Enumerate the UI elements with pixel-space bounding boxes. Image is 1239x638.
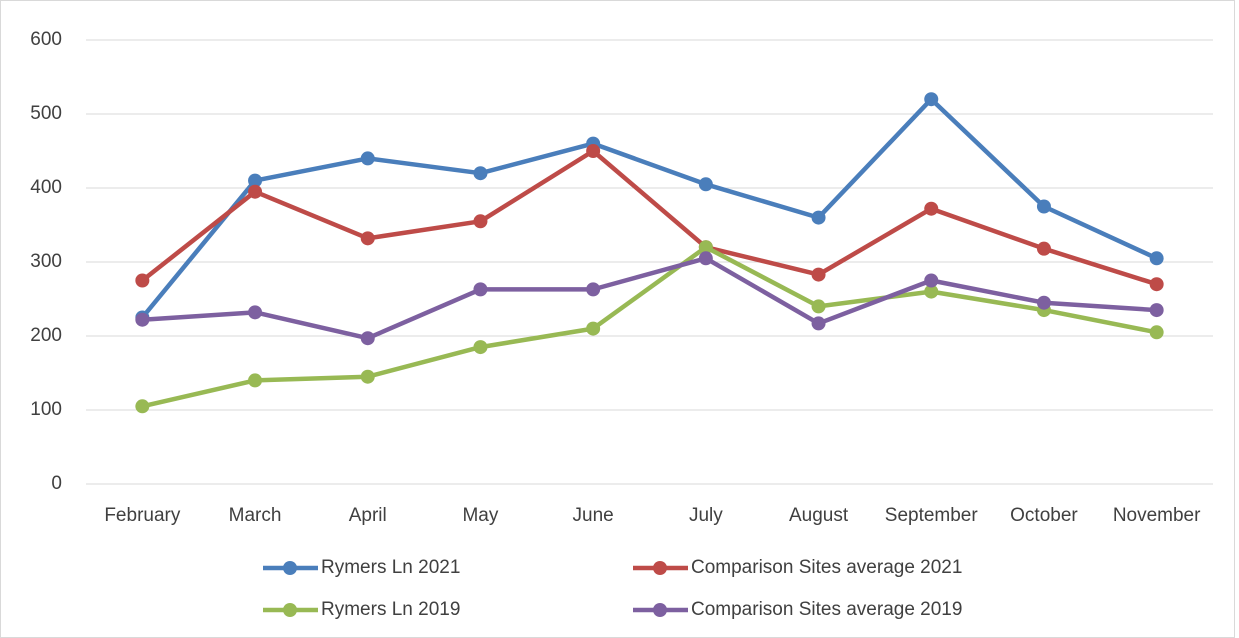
data-point bbox=[248, 373, 263, 388]
data-point bbox=[360, 151, 375, 166]
data-point bbox=[473, 282, 488, 297]
legend-marker bbox=[283, 603, 297, 617]
data-point bbox=[135, 273, 150, 288]
y-tick-label: 100 bbox=[30, 399, 62, 420]
y-tick-label: 0 bbox=[51, 473, 62, 494]
data-point bbox=[586, 282, 601, 297]
series-line bbox=[142, 256, 1157, 341]
data-point bbox=[586, 321, 601, 336]
data-point bbox=[698, 177, 713, 192]
data-point bbox=[135, 312, 150, 327]
data-point bbox=[924, 201, 939, 216]
legend-marker bbox=[653, 561, 667, 575]
data-point bbox=[1036, 295, 1051, 310]
data-point bbox=[473, 166, 488, 181]
legend-marker bbox=[283, 561, 297, 575]
x-tick-label: October bbox=[1010, 505, 1078, 526]
data-point bbox=[698, 251, 713, 266]
data-point bbox=[924, 273, 939, 288]
data-point bbox=[1149, 303, 1164, 318]
data-point bbox=[1036, 199, 1051, 214]
data-point bbox=[811, 299, 826, 314]
data-point bbox=[811, 316, 826, 331]
x-tick-label: November bbox=[1113, 505, 1201, 526]
data-point bbox=[924, 284, 939, 299]
legend-label: Comparison Sites average 2019 bbox=[691, 599, 962, 620]
data-point bbox=[360, 331, 375, 346]
legend-label: Rymers Ln 2019 bbox=[321, 599, 460, 620]
data-point bbox=[248, 173, 263, 188]
data-point bbox=[1149, 251, 1164, 266]
data-point bbox=[698, 240, 713, 255]
series-line bbox=[140, 148, 1158, 287]
data-point bbox=[1036, 241, 1051, 256]
y-tick-label: 200 bbox=[30, 325, 62, 346]
y-tick-label: 400 bbox=[30, 177, 62, 198]
data-point bbox=[135, 399, 150, 414]
series-line bbox=[140, 96, 1158, 319]
y-tick-label: 300 bbox=[30, 251, 62, 272]
data-point bbox=[924, 92, 939, 107]
legend-marker bbox=[653, 603, 667, 617]
x-tick-label: February bbox=[104, 505, 181, 526]
y-tick-label: 500 bbox=[30, 103, 62, 124]
series-line bbox=[141, 244, 1158, 409]
x-tick-label: August bbox=[789, 505, 849, 526]
x-tick-label: April bbox=[349, 505, 387, 526]
data-point bbox=[1149, 277, 1164, 292]
data-point bbox=[248, 184, 263, 199]
data-point bbox=[1149, 325, 1164, 340]
x-tick-label: June bbox=[573, 505, 614, 526]
data-point bbox=[473, 214, 488, 229]
data-point bbox=[473, 340, 488, 355]
data-point bbox=[811, 210, 826, 225]
data-point bbox=[811, 267, 826, 282]
x-tick-label: July bbox=[689, 505, 723, 526]
x-tick-label: May bbox=[462, 505, 498, 526]
data-point bbox=[360, 369, 375, 384]
data-point bbox=[360, 231, 375, 246]
data-point bbox=[248, 305, 263, 320]
legend-label: Rymers Ln 2021 bbox=[321, 557, 460, 578]
x-tick-label: September bbox=[885, 505, 979, 526]
legend-label: Comparison Sites average 2021 bbox=[691, 557, 962, 578]
y-tick-label: 600 bbox=[30, 29, 62, 50]
x-tick-label: March bbox=[229, 505, 282, 526]
data-point bbox=[586, 144, 601, 158]
